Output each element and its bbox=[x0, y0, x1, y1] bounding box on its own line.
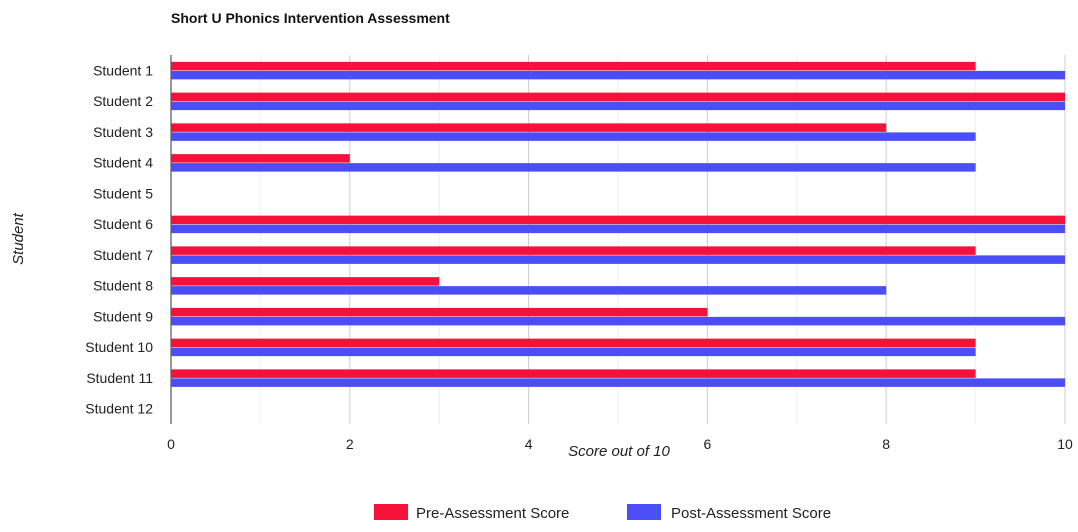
post-assessment-bar[interactable] bbox=[171, 255, 1065, 264]
x-tick-label: 0 bbox=[167, 436, 175, 452]
pre-assessment-bar[interactable] bbox=[171, 369, 976, 378]
pre-assessment-bar[interactable] bbox=[171, 308, 707, 317]
x-tick-label: 4 bbox=[525, 436, 533, 452]
legend-label-pre: Pre-Assessment Score bbox=[416, 505, 569, 522]
grid-lines bbox=[171, 55, 1065, 424]
category-label: Student 9 bbox=[93, 308, 153, 324]
x-tick-label: 2 bbox=[346, 436, 354, 452]
category-label: Student 4 bbox=[93, 155, 153, 171]
post-assessment-bar[interactable] bbox=[171, 317, 1065, 326]
category-label: Student 7 bbox=[93, 247, 153, 263]
pre-assessment-bar[interactable] bbox=[171, 277, 439, 286]
category-label: Student 5 bbox=[93, 185, 153, 201]
category-label: Student 3 bbox=[93, 124, 153, 140]
post-assessment-bar[interactable] bbox=[171, 132, 976, 141]
post-assessment-bar[interactable] bbox=[171, 102, 1065, 111]
pre-assessment-bar[interactable] bbox=[171, 62, 976, 71]
post-assessment-bar[interactable] bbox=[171, 348, 976, 357]
legend-label-post: Post-Assessment Score bbox=[671, 505, 831, 522]
chart-title: Short U Phonics Intervention Assessment bbox=[171, 10, 450, 26]
post-assessment-bar[interactable] bbox=[171, 71, 1065, 80]
x-axis-title: Score out of 10 bbox=[568, 443, 670, 460]
category-label: Student 10 bbox=[85, 339, 153, 355]
post-assessment-bar[interactable] bbox=[171, 286, 886, 295]
y-axis-title: Student bbox=[10, 212, 27, 265]
x-tick-label: 10 bbox=[1057, 436, 1073, 452]
x-tick-label: 6 bbox=[704, 436, 712, 452]
category-label: Student 8 bbox=[93, 278, 153, 294]
category-label: Student 2 bbox=[93, 93, 153, 109]
category-label: Student 11 bbox=[86, 370, 153, 386]
category-labels: Student 1 Student 2 Student 3 Student 4 Stud… bbox=[85, 62, 153, 416]
category-label: Student 1 bbox=[93, 62, 153, 78]
legend-swatch-pre bbox=[374, 504, 408, 520]
post-assessment-bar[interactable] bbox=[171, 378, 1065, 387]
post-assessment-bar[interactable] bbox=[171, 225, 1065, 234]
legend: Pre-Assessment Score Post-Assessment Scor… bbox=[374, 504, 831, 522]
post-assessment-bar[interactable] bbox=[171, 163, 976, 172]
category-label: Student 12 bbox=[85, 401, 153, 417]
x-tick-label: 8 bbox=[882, 436, 890, 452]
pre-assessment-bar[interactable] bbox=[171, 246, 976, 255]
pre-assessment-bar[interactable] bbox=[171, 339, 976, 348]
pre-assessment-bar[interactable] bbox=[171, 216, 1065, 225]
pre-assessment-bar[interactable] bbox=[171, 123, 886, 132]
category-label: Student 6 bbox=[93, 216, 153, 232]
legend-swatch-post bbox=[627, 504, 661, 520]
pre-assessment-bar[interactable] bbox=[171, 93, 1065, 102]
pre-assessment-bar[interactable] bbox=[171, 154, 350, 163]
